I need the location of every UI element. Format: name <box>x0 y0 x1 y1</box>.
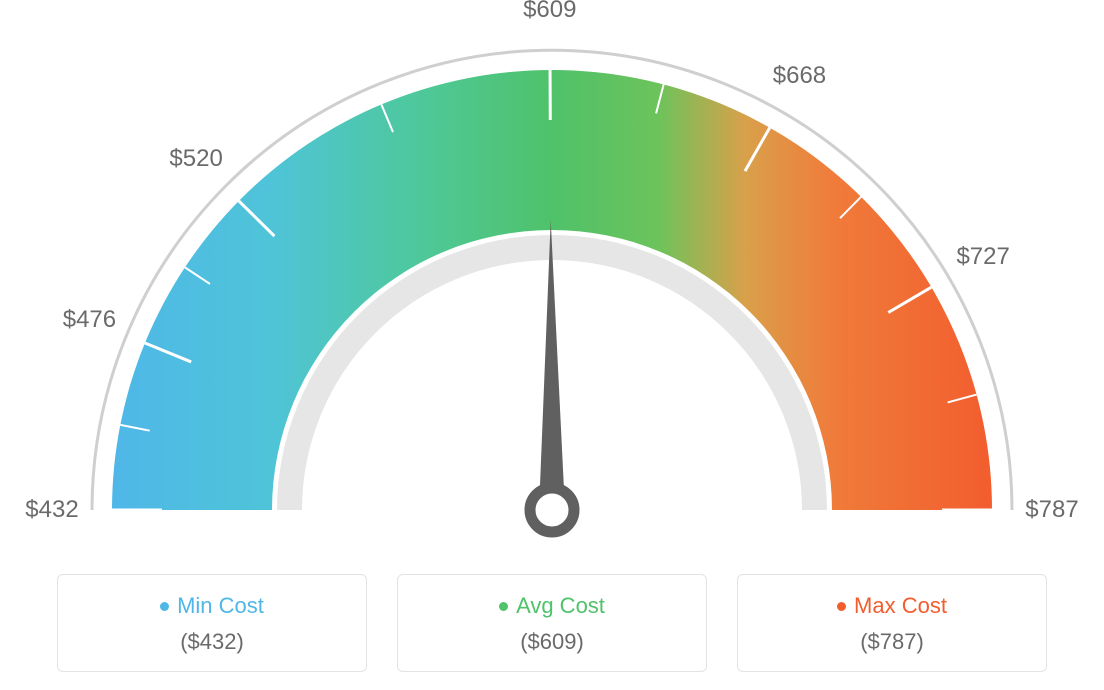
tick-label: $668 <box>773 62 826 90</box>
tick-label: $520 <box>169 145 222 173</box>
tick-label: $432 <box>25 496 78 524</box>
legend-min-title: Min Cost <box>160 593 264 619</box>
gauge-needle <box>539 220 565 510</box>
bullet-icon <box>499 602 508 611</box>
tick-label: $727 <box>956 243 1009 271</box>
tick-label: $609 <box>523 0 576 24</box>
legend-min-title-text: Min Cost <box>177 593 264 619</box>
legend-min-value: ($432) <box>58 629 366 655</box>
tick-label: $787 <box>1025 496 1078 524</box>
legend-avg-title-text: Avg Cost <box>516 593 605 619</box>
needle-hub <box>530 488 574 532</box>
legend-max-value: ($787) <box>738 629 1046 655</box>
legend-avg-value: ($609) <box>398 629 706 655</box>
gauge-svg <box>0 0 1104 560</box>
legend-min: Min Cost ($432) <box>57 574 367 672</box>
legend-max-title: Max Cost <box>837 593 947 619</box>
legend-row: Min Cost ($432) Avg Cost ($609) Max Cost… <box>0 574 1104 672</box>
legend-max: Max Cost ($787) <box>737 574 1047 672</box>
gauge-chart: $432 $476 $520 $609 $668 $727 $787 <box>0 0 1104 560</box>
legend-avg-title: Avg Cost <box>499 593 605 619</box>
legend-max-title-text: Max Cost <box>854 593 947 619</box>
tick-label: $476 <box>63 306 116 334</box>
bullet-icon <box>837 602 846 611</box>
bullet-icon <box>160 602 169 611</box>
legend-avg: Avg Cost ($609) <box>397 574 707 672</box>
